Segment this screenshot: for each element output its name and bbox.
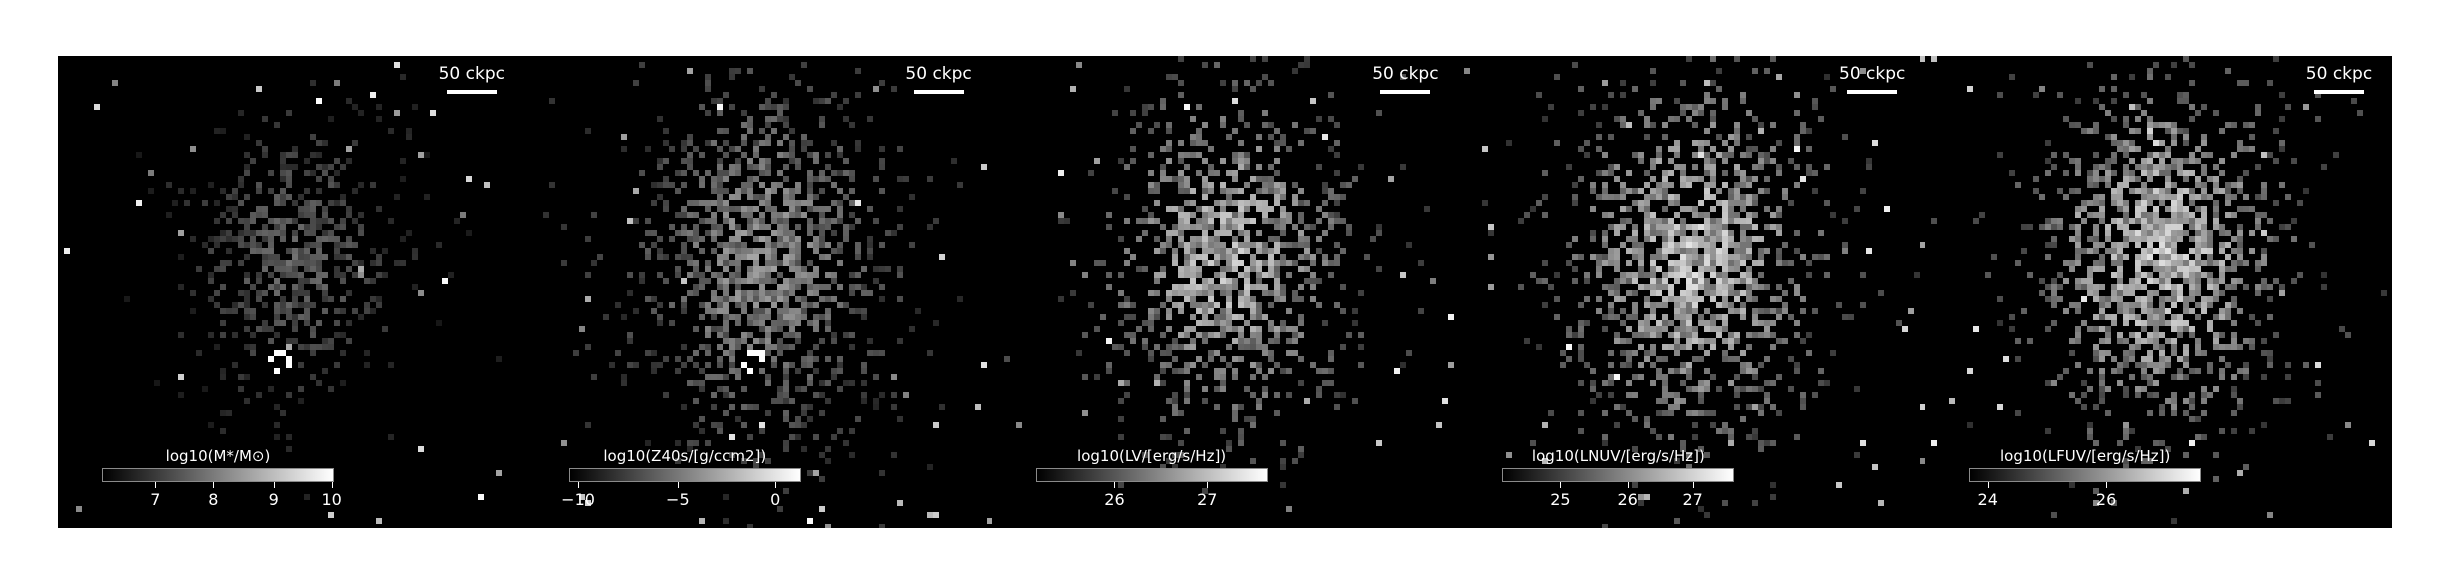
colorbar-tick-label: 26: [1617, 490, 1638, 509]
scale-bar-line: [1847, 90, 1898, 94]
scale-bar-line: [913, 90, 964, 94]
colorbar-tick: [578, 482, 580, 488]
colorbar-tick-label: 9: [268, 490, 279, 509]
scale-bar: 50 ckpc: [1837, 64, 1907, 94]
scale-bar-label: 50 ckpc: [2305, 64, 2373, 84]
colorbar-tick: [1114, 482, 1116, 488]
map-panel-1: 50 ckpc log10(M*/M⊙) 7 8 9 10: [58, 56, 525, 528]
scale-bar-label: 50 ckpc: [905, 64, 972, 84]
colorbar-tick: [1207, 482, 1209, 488]
scale-bar-line: [2313, 90, 2364, 94]
colorbar-tick-label: 10: [321, 490, 342, 509]
colorbar-tick-label: 25: [1550, 490, 1571, 509]
colorbar-tick-label: 24: [1977, 490, 1998, 509]
colorbar-tick-label: 27: [1682, 490, 1703, 509]
map-panel-3: 50 ckpc log10(LV/[erg/s/Hz]) 26 27: [992, 56, 1459, 528]
colorbar: [1035, 468, 1268, 482]
colorbar: [1502, 468, 1735, 482]
colorbar-label: log10(Z40s/[g/ccm2]): [603, 447, 767, 465]
scale-bar: 50 ckpc: [437, 64, 507, 94]
map-panel-2: 50 ckpc log10(Z40s/[g/ccm2]) −10 −5 0: [525, 56, 992, 528]
colorbar-label: log10(LV/[erg/s/Hz]): [1077, 447, 1227, 465]
colorbar-tick: [213, 482, 215, 488]
colorbar: [102, 468, 334, 482]
colorbar-tick: [677, 482, 679, 488]
scale-bar-label: 50 ckpc: [438, 64, 505, 84]
colorbar-label: log10(M*/M⊙): [165, 447, 271, 465]
galaxy-map-image: [64, 62, 502, 524]
scale-bar-line: [1380, 90, 1431, 94]
scale-bar-label: 50 ckpc: [1839, 64, 1906, 84]
colorbar-tick-label: 27: [1197, 490, 1218, 509]
colorbar-tick: [1987, 482, 1989, 488]
scale-bar-label: 50 ckpc: [1372, 64, 1439, 84]
colorbar-tick-label: 8: [208, 490, 219, 509]
colorbar-tick-label: 26: [2095, 490, 2117, 509]
colorbar-label: log10(LFUV/[erg/s/Hz]): [2000, 447, 2171, 465]
galaxy-map-image: [542, 62, 992, 528]
colorbar-tick: [775, 482, 777, 488]
colorbar: [568, 468, 801, 482]
image-strip: 50 ckpc log10(M*/M⊙) 7 8 9 10 50 ckpc log10(Z40…: [58, 56, 2392, 528]
colorbar-tick-label: −5: [666, 490, 690, 509]
map-panel-5: 50 ckpc log10(LFUV/[erg/s/Hz]) 24 26: [1925, 56, 2392, 528]
colorbar-label: log10(LNUV/[erg/s/Hz]): [1531, 447, 1705, 465]
galaxy-map-image: [1003, 56, 1454, 512]
scale-bar: 50 ckpc: [2304, 64, 2374, 94]
colorbar-tick-label: 0: [770, 490, 781, 509]
scale-bar-line: [446, 90, 497, 94]
colorbar: [1969, 468, 2202, 482]
colorbar-tick: [273, 482, 275, 488]
colorbar-tick: [2106, 482, 2108, 488]
map-panel-4: 50 ckpc log10(LNUV/[erg/s/Hz]) 25 26 27: [1458, 56, 1926, 528]
colorbar-tick: [1692, 482, 1694, 488]
colorbar-tick: [1627, 482, 1629, 488]
colorbar-tick-label: −10: [561, 490, 595, 509]
colorbar-tick-label: 7: [150, 490, 161, 509]
colorbar-tick-label: 26: [1104, 490, 1125, 509]
scale-bar: 50 ckpc: [904, 64, 974, 94]
scale-bar: 50 ckpc: [1370, 64, 1440, 94]
galaxy-map-image: [1931, 56, 2388, 524]
colorbar-tick: [331, 482, 333, 488]
colorbar-tick: [155, 482, 157, 488]
colorbar-tick: [1560, 482, 1562, 488]
